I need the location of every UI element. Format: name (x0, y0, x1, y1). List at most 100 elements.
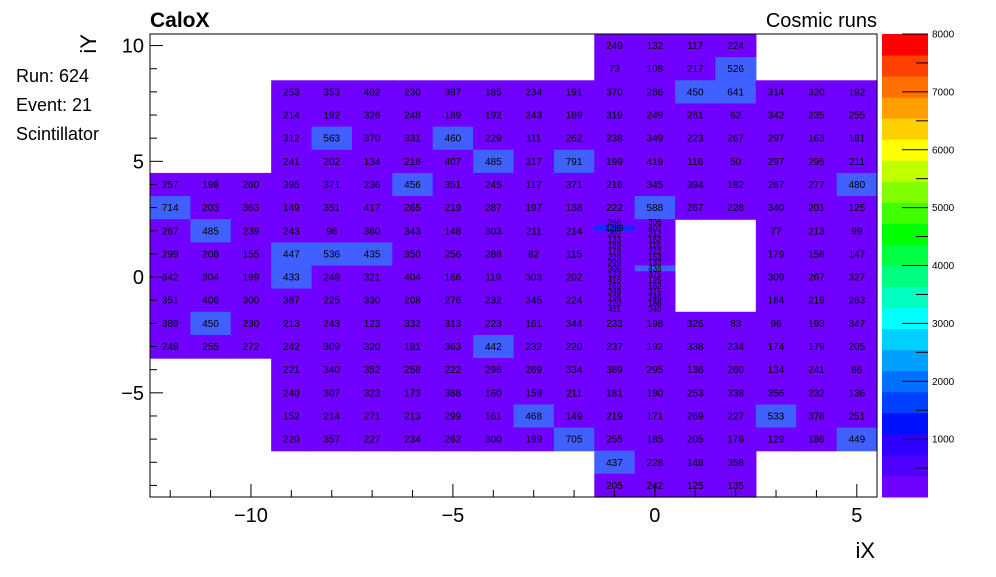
heatmap-cell (594, 404, 636, 429)
heatmap-cell (634, 57, 676, 81)
fine-grid-cell (594, 282, 636, 290)
heatmap-cell (675, 126, 717, 151)
cell-value-label: 351 (323, 203, 340, 214)
cell-value-label: 125 (687, 481, 704, 492)
plot-title-right: Cosmic runs (766, 10, 877, 32)
cell-value-label: 256 (445, 249, 462, 260)
cell-value-label: 182 (727, 180, 744, 191)
fine-grid-cell (634, 277, 676, 284)
cell-value-label: 86 (851, 365, 863, 376)
cell-value-label: 179 (768, 249, 785, 260)
heatmap-cell (675, 450, 717, 475)
y-axis-label: iY (76, 34, 101, 54)
cell-value-label: 224 (727, 41, 744, 52)
cell-value-label: 96 (326, 226, 338, 237)
cell-value-label: 222 (445, 365, 462, 376)
cell-value-label: 50 (730, 157, 742, 168)
cell-value-label: 435 (364, 249, 381, 260)
cell-value-label: 108 (647, 64, 664, 75)
cell-value-label: 442 (485, 342, 502, 353)
heatmap-cell (836, 311, 878, 336)
heatmap-cell (230, 311, 272, 336)
heatmap-cell (351, 358, 393, 382)
heatmap-cell (553, 172, 595, 197)
heatmap-cell (311, 381, 353, 405)
cell-value-label: 272 (243, 342, 260, 353)
heatmap-cell (432, 404, 474, 429)
heatmap-cell (755, 80, 797, 105)
cell-value-label: 314 (768, 87, 785, 98)
heatmap-cell (473, 404, 515, 429)
fine-cell-value-label: 1289 (606, 224, 624, 233)
heatmap-cell (311, 358, 353, 382)
cell-value-label: 205 (687, 435, 704, 446)
cell-value-label: 262 (566, 134, 583, 145)
fine-cell-value-label: 246 (648, 293, 662, 302)
heatmap-cell (553, 381, 595, 405)
heatmap-cell-labels: 249 132 117 224 73 108 217 526 253 353 402 230 387 18… (162, 41, 866, 492)
cell-value-label: 228 (647, 458, 664, 469)
heatmap-cell (432, 358, 474, 382)
cell-value-label: 320 (364, 342, 381, 353)
heatmap-cell (755, 103, 797, 128)
heatmap-cell (513, 265, 555, 290)
fine-grid-cell (634, 300, 676, 307)
cell-value-label: 449 (848, 435, 865, 446)
colorbar-tick-label: 1000 (932, 435, 955, 446)
cell-value-label: 326 (687, 319, 704, 330)
colorbar-tick-label: 7000 (932, 87, 955, 98)
cell-value-label: 185 (485, 87, 502, 98)
cell-value-label: 332 (404, 319, 421, 330)
heatmap-cell (594, 103, 636, 128)
heatmap-cell (351, 288, 393, 313)
heatmap-cell (513, 358, 555, 382)
cell-value-label: 115 (566, 249, 582, 260)
heatmap-cell (675, 427, 717, 452)
heatmap-cell (190, 265, 232, 290)
heatmap-cell (836, 404, 878, 429)
heatmap-cell (715, 196, 757, 220)
heatmap-cell (351, 149, 393, 174)
heatmap-cell (311, 149, 353, 174)
colorbar-swatch (882, 160, 928, 182)
y-tick-label: 0 (133, 267, 144, 289)
heatmap-cell (553, 404, 595, 429)
heatmap-cell (473, 381, 515, 405)
fine-grid-cell (594, 259, 636, 266)
cell-value-label: 192 (848, 87, 865, 98)
cell-value-label: 433 (283, 273, 300, 284)
cell-value-label: 714 (162, 203, 179, 214)
cell-value-label: 257 (162, 180, 179, 191)
heatmap-cell (836, 149, 878, 174)
heatmap-cell (675, 103, 717, 128)
heatmap-cell (634, 34, 676, 58)
fine-grid-cell (634, 265, 676, 272)
heatmap-cell (271, 404, 313, 429)
heatmap-cell (190, 242, 232, 267)
colorbar-swatch (882, 349, 928, 372)
cell-value-label: 317 (525, 157, 542, 168)
cell-value-label: 211 (566, 388, 582, 399)
heatmap-cell (392, 126, 434, 151)
cell-value-label: 232 (485, 296, 502, 307)
cell-value-label: 192 (647, 342, 664, 353)
heatmap-cell (594, 172, 636, 197)
fine-grid-cell (594, 230, 636, 237)
cell-value-label: 371 (566, 180, 583, 191)
cell-value-label: 265 (404, 203, 421, 214)
heatmap-cell (796, 80, 838, 105)
heatmap-cell (755, 381, 797, 405)
heatmap-cell (190, 334, 232, 359)
cell-value-label: 468 (525, 411, 542, 422)
colorbar-swatch (882, 307, 928, 330)
cell-value-label: 267 (162, 226, 179, 237)
run-label: Run: 624 (16, 66, 89, 86)
heatmap-cell (473, 80, 515, 105)
cell-value-label: 202 (566, 273, 583, 284)
heatmap-cell (473, 242, 515, 267)
fine-cell-value-label: 186 (648, 299, 662, 308)
heatmap-cell (836, 80, 878, 105)
heatmap-cell (513, 242, 555, 267)
fine-cell-value-label: 162 (648, 235, 662, 244)
